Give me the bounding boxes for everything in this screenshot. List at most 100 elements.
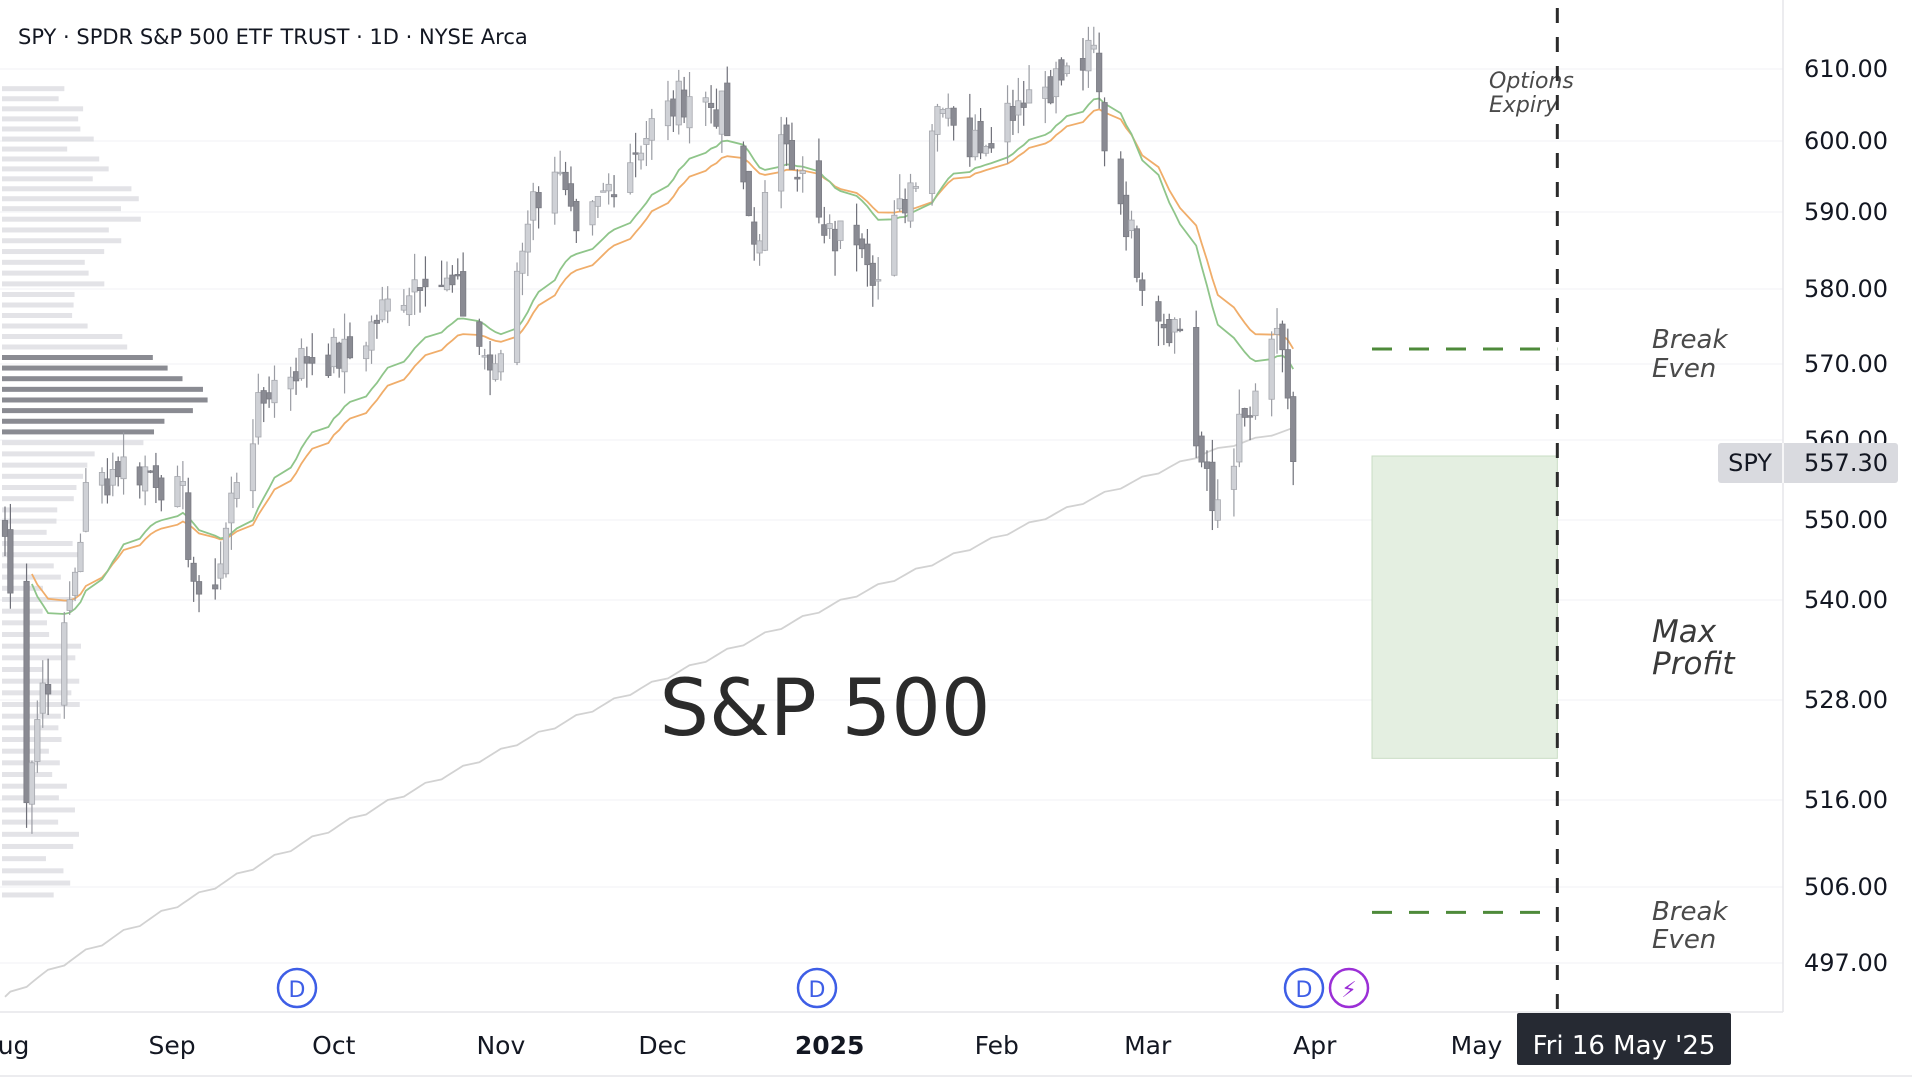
- current-price-tag[interactable]: SPY 557.30: [1718, 443, 1898, 483]
- candle[interactable]: [45, 658, 52, 716]
- candle[interactable]: [648, 108, 655, 160]
- time-axis[interactable]: Aug Sep Oct Nov Dec 2025 Feb Mar Apr May: [0, 1011, 1783, 1060]
- candle[interactable]: [1236, 389, 1243, 468]
- candle[interactable]: [416, 287, 424, 313]
- candle[interactable]: [637, 145, 645, 170]
- candle[interactable]: [411, 253, 418, 315]
- candle[interactable]: [1020, 80, 1027, 126]
- candle[interactable]: [104, 458, 111, 504]
- candle[interactable]: [1117, 151, 1124, 215]
- candle[interactable]: [487, 341, 494, 396]
- candle[interactable]: [567, 166, 575, 212]
- candle[interactable]: [406, 287, 413, 326]
- candle[interactable]: [212, 558, 219, 600]
- candle[interactable]: [1198, 431, 1205, 468]
- candle[interactable]: [594, 195, 601, 218]
- candle[interactable]: [460, 252, 467, 317]
- candle[interactable]: [524, 210, 531, 277]
- candle[interactable]: [1128, 210, 1135, 239]
- candle[interactable]: [309, 333, 316, 376]
- candle[interactable]: [142, 455, 149, 506]
- candle[interactable]: [271, 365, 278, 418]
- candle[interactable]: [864, 229, 871, 287]
- dividend-event-marker[interactable]: D: [1283, 967, 1325, 1009]
- candle[interactable]: [519, 242, 526, 296]
- candle[interactable]: [1133, 225, 1140, 283]
- candle[interactable]: [120, 432, 127, 495]
- candle[interactable]: [1193, 310, 1200, 458]
- candle[interactable]: [627, 143, 634, 195]
- candle[interactable]: [513, 262, 521, 366]
- candle[interactable]: [1090, 26, 1097, 54]
- candle[interactable]: [761, 180, 769, 252]
- candle[interactable]: [1155, 295, 1162, 346]
- candle[interactable]: [195, 575, 203, 613]
- candle[interactable]: [589, 200, 596, 236]
- earnings-event-marker[interactable]: ⚡: [1328, 967, 1370, 1009]
- candle[interactable]: [1252, 383, 1259, 420]
- event-markers[interactable]: D D D ⚡: [276, 967, 1370, 1009]
- candle[interactable]: [1246, 406, 1254, 441]
- candle[interactable]: [222, 522, 230, 578]
- candle[interactable]: [982, 144, 990, 157]
- candle[interactable]: [562, 161, 569, 196]
- candle[interactable]: [788, 122, 796, 170]
- candle[interactable]: [152, 452, 160, 504]
- candle[interactable]: [605, 173, 612, 205]
- candlestick-series[interactable]: [1, 26, 1297, 834]
- candle[interactable]: [1101, 97, 1108, 167]
- candle[interactable]: [891, 200, 898, 277]
- candle[interactable]: [1063, 62, 1070, 77]
- candle[interactable]: [373, 314, 381, 339]
- candle[interactable]: [185, 477, 192, 568]
- candle[interactable]: [179, 461, 186, 510]
- candle[interactable]: [794, 169, 801, 192]
- candle[interactable]: [643, 120, 650, 167]
- candle[interactable]: [1052, 61, 1060, 114]
- candle[interactable]: [233, 472, 240, 508]
- chart-header[interactable]: SPY · SPDR S&P 500 ETF TRUST · 1D · NYSE…: [18, 25, 528, 49]
- candle[interactable]: [1, 506, 9, 557]
- candle[interactable]: [1279, 320, 1286, 373]
- candle[interactable]: [573, 198, 580, 243]
- candle[interactable]: [23, 563, 30, 828]
- candle[interactable]: [950, 106, 957, 141]
- candle[interactable]: [934, 103, 941, 152]
- candle[interactable]: [71, 567, 79, 602]
- candle[interactable]: [449, 265, 456, 293]
- candle[interactable]: [1015, 77, 1022, 134]
- candle[interactable]: [977, 108, 984, 160]
- candle[interactable]: [751, 207, 758, 261]
- candle[interactable]: [66, 581, 73, 615]
- candle[interactable]: [384, 286, 391, 324]
- candle[interactable]: [34, 700, 41, 773]
- candle[interactable]: [1209, 439, 1216, 531]
- candle[interactable]: [61, 611, 68, 719]
- candle[interactable]: [1284, 328, 1291, 410]
- candle[interactable]: [147, 470, 154, 474]
- dividend-event-marker[interactable]: D: [796, 967, 838, 1009]
- candle[interactable]: [82, 468, 89, 533]
- candle[interactable]: [600, 182, 607, 193]
- candle[interactable]: [1214, 479, 1221, 529]
- candle[interactable]: [368, 315, 375, 364]
- candle[interactable]: [422, 256, 429, 307]
- candle[interactable]: [1290, 391, 1297, 486]
- candle[interactable]: [1171, 317, 1178, 354]
- candle[interactable]: [928, 124, 936, 206]
- candle[interactable]: [778, 116, 785, 209]
- candle[interactable]: [707, 85, 715, 124]
- expiry-date-tag[interactable]: Fri 16 May '25: [1517, 1013, 1731, 1065]
- candle[interactable]: [988, 127, 995, 153]
- candle[interactable]: [1004, 85, 1011, 164]
- candle[interactable]: [39, 660, 46, 728]
- candle[interactable]: [783, 117, 790, 166]
- candle[interactable]: [875, 257, 882, 300]
- candle[interactable]: [28, 760, 36, 834]
- candle[interactable]: [837, 220, 844, 249]
- candle[interactable]: [686, 72, 693, 144]
- candle[interactable]: [346, 322, 354, 360]
- candle[interactable]: [255, 373, 262, 445]
- candle[interactable]: [158, 475, 165, 512]
